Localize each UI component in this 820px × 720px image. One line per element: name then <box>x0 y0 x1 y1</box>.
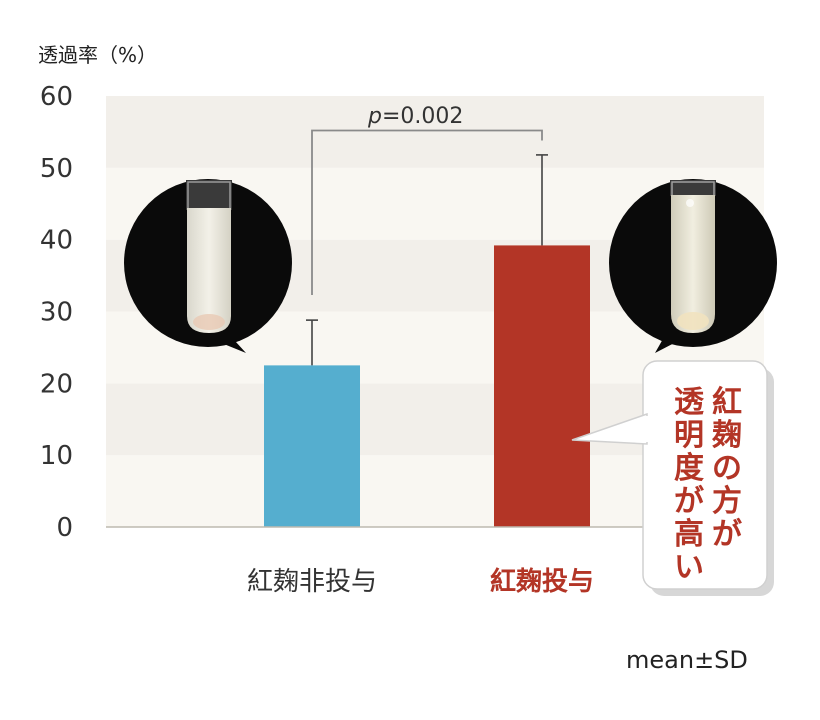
callout-char: 麹 <box>711 418 742 453</box>
photo-pointer-clear <box>655 330 682 353</box>
photo-pointer-cloudy <box>214 330 246 353</box>
y-tick-label: 0 <box>56 513 73 543</box>
bracket-line <box>311 129 543 295</box>
photo-bubble-cloudy <box>124 179 292 353</box>
photo-bubble-clear <box>609 179 777 353</box>
callout-char: 方 <box>712 484 742 519</box>
callout-char: 紅 <box>712 385 742 420</box>
significance-bracket: p=0.002 <box>311 104 543 295</box>
grid-band <box>106 96 764 168</box>
callout-char: 明 <box>674 418 704 453</box>
callout-char: が <box>712 517 742 552</box>
statistics-note: mean±SD <box>626 646 748 674</box>
y-tick-label: 40 <box>40 226 73 256</box>
test-tube-cloudy-icon <box>186 180 232 333</box>
callout-char: の <box>712 451 742 486</box>
p-value-label: p=0.002 <box>367 104 463 129</box>
y-tick-label: 20 <box>40 369 73 399</box>
callout-char: い <box>674 550 704 585</box>
y-tick-label: 50 <box>40 154 73 184</box>
bar <box>264 365 360 527</box>
p-value: =0.002 <box>382 104 463 129</box>
y-tick-label: 10 <box>40 441 73 471</box>
y-axis-label: 透過率（%） <box>38 43 157 67</box>
category-label: 紅麹投与 <box>490 566 594 597</box>
callout-char: 高 <box>674 517 704 552</box>
callout-char: 透 <box>674 385 704 420</box>
category-labels: 紅麹非投与 紅麹投与 <box>247 566 594 597</box>
callout-char: 度 <box>674 451 704 486</box>
callout-char: が <box>674 484 704 519</box>
category-label: 紅麹非投与 <box>247 567 377 597</box>
bars <box>264 154 590 527</box>
p-symbol: p <box>367 104 382 129</box>
y-axis-ticks: 0 10 20 30 40 50 60 <box>40 82 73 543</box>
y-tick-label: 30 <box>40 298 73 328</box>
bar <box>494 245 590 527</box>
y-tick-label: 60 <box>40 82 73 112</box>
test-tube-clear-icon <box>670 180 716 333</box>
